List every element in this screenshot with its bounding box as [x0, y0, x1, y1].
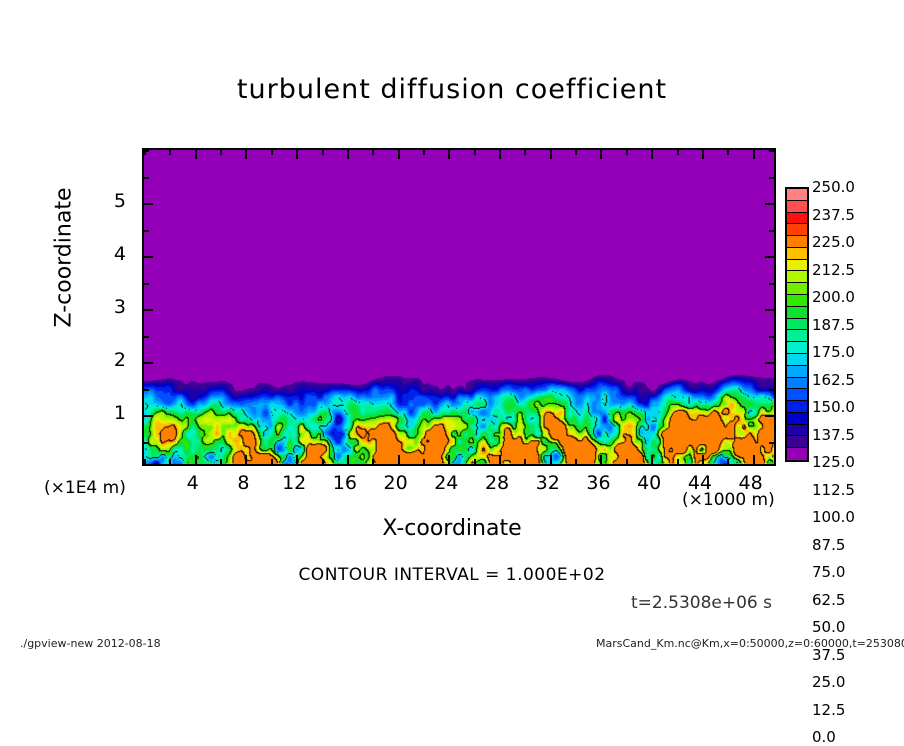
contour-interval-label: CONTOUR INTERVAL = 1.000E+02 — [298, 565, 606, 585]
colorbar-tick-label: 75.0 — [812, 563, 846, 581]
colorbar-band — [787, 259, 807, 272]
colorbar-band — [787, 377, 807, 390]
colorbar-tick-label: 187.5 — [812, 315, 855, 334]
colorbar-tick-label: 212.5 — [812, 260, 855, 279]
colorbar-band — [787, 247, 807, 260]
colorbar-band — [787, 436, 807, 449]
x-tick-label: 8 — [237, 472, 250, 494]
x-tick-label: 16 — [332, 472, 357, 494]
x-tick-label: 20 — [383, 472, 408, 494]
colorbar-tick-label: 12.5 — [812, 700, 846, 719]
colorbar-tick-labels: 250.0 237.5 225.0 212.5 200.0 187.5 175.0 162.5… — [812, 178, 882, 745]
colorbar-tick-label: 112.5 — [812, 480, 855, 499]
colorbar-tick-label: 25.0 — [812, 673, 846, 691]
heatmap-canvas — [144, 150, 774, 464]
x-tick-label: 48 — [738, 472, 763, 494]
y-tick-label: 4 — [113, 243, 126, 265]
colorbar-tick-label: 150.0 — [812, 398, 855, 416]
colorbar-band — [787, 306, 807, 319]
x-axis-unit: (×1000 m) — [682, 490, 775, 510]
colorbar-tick-label: 250.0 — [812, 178, 855, 196]
colorbar-band — [787, 295, 807, 307]
x-tick-label: 44 — [687, 472, 712, 494]
colorbar-band — [787, 353, 807, 366]
colorbar-tick-label: 237.5 — [812, 205, 855, 224]
colorbar-tick-label: 137.5 — [812, 425, 855, 444]
time-label: t=2.5308e+06 s — [631, 593, 772, 613]
colorbar-band — [787, 189, 807, 201]
colorbar-band — [787, 318, 807, 331]
y-axis-unit: (×1E4 m) — [44, 478, 126, 498]
colorbar-band — [787, 283, 807, 296]
colorbar-tick-label: 175.0 — [812, 343, 855, 361]
colorbar-tick-label: 87.5 — [812, 535, 846, 554]
colorbar-tick-label: 225.0 — [812, 233, 855, 251]
x-tick-label: 32 — [535, 472, 560, 494]
colorbar — [785, 187, 809, 462]
colorbar-tick-label: 200.0 — [812, 288, 855, 306]
colorbar-band — [787, 236, 807, 248]
colorbar-band — [787, 401, 807, 413]
colorbar-band — [787, 271, 807, 284]
colorbar-tick-label: 37.5 — [812, 645, 846, 664]
colorbar-band — [787, 200, 807, 213]
colorbar-band — [787, 424, 807, 437]
x-tick-label: 40 — [637, 472, 662, 494]
colorbar-band — [787, 389, 807, 402]
x-tick-label: 4 — [186, 472, 199, 494]
colorbar-band — [787, 448, 807, 460]
colorbar-tick-label: 0.0 — [812, 728, 836, 746]
page-title: turbulent diffusion coefficient — [236, 74, 668, 105]
y-tick-label: 2 — [113, 349, 126, 371]
colorbar-tick-label: 100.0 — [812, 508, 855, 526]
colorbar-band — [787, 412, 807, 425]
y-axis-title: Z-coordinate — [51, 187, 77, 328]
y-tick-label: 1 — [113, 402, 126, 424]
colorbar-tick-label: 62.5 — [812, 590, 846, 609]
colorbar-band — [787, 365, 807, 378]
footer-source: MarsCand_Km.nc@Km,x=0:50000,z=0:60000,t=… — [596, 637, 904, 650]
x-axis-title: X-coordinate — [382, 516, 522, 541]
x-tick-label: 36 — [586, 472, 611, 494]
colorbar-tick-label: 125.0 — [812, 453, 855, 471]
colorbar-band — [787, 224, 807, 237]
colorbar-tick-label: 50.0 — [812, 618, 846, 636]
colorbar-tick-label: 162.5 — [812, 370, 855, 389]
x-tick-label: 12 — [282, 472, 307, 494]
plot-area — [142, 148, 776, 466]
colorbar-band — [787, 330, 807, 343]
colorbar-band — [787, 342, 807, 354]
y-tick-label: 5 — [113, 190, 126, 212]
footer-command: ./gpview-new 2012-08-18 — [20, 637, 161, 650]
y-tick-label: 3 — [113, 296, 126, 318]
colorbar-band — [787, 212, 807, 225]
x-tick-label: 24 — [434, 472, 459, 494]
x-tick-label: 28 — [484, 472, 510, 494]
